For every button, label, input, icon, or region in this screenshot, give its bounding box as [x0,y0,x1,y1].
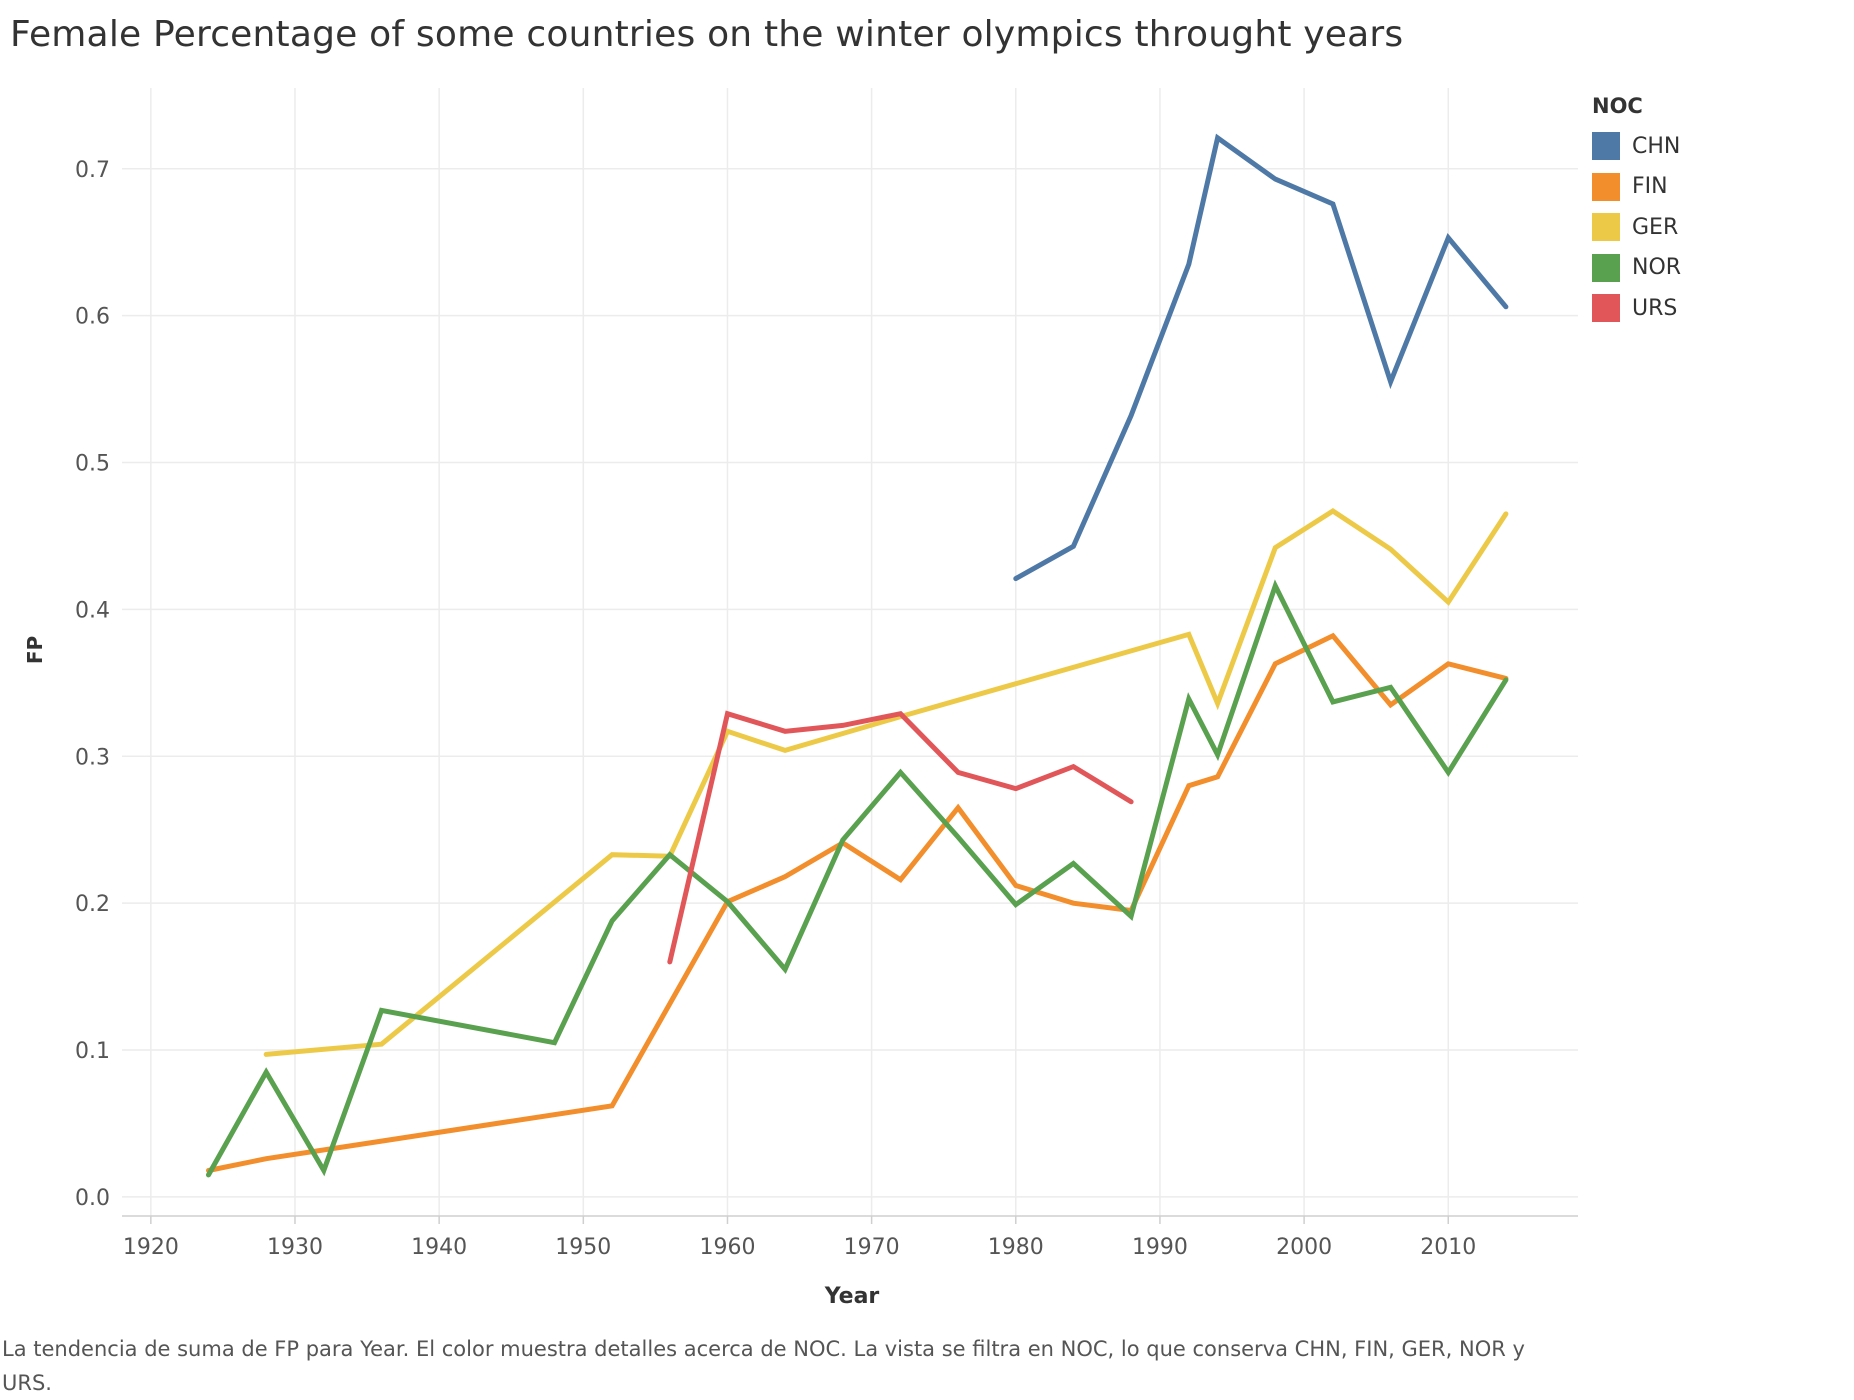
series-line-urs [667,710,1134,965]
legend: NOC CHN FIN GER NOR URS [1592,92,1681,329]
legend-title: NOC [1592,94,1643,118]
chart-caption: La tendencia de suma de FP para Year. El… [2,1337,1525,1395]
y-tick-label: 0.3 [75,745,110,770]
y-tick-label: 0.1 [75,1039,110,1064]
y-tick-label: 0.6 [75,305,110,330]
line-chart: 0.0 0.1 0.2 0.3 0.4 0.5 0.6 0.7 1920 1930 1940 195… [23,88,1578,1309]
chart-title: Female Percentage of some countries on t… [10,14,1404,55]
grid-lines [122,88,1578,1216]
x-tick-labels: 1920 1930 1940 1950 1960 1970 1980 1990 2000 2010 [123,1216,1476,1260]
series-line-ger [263,508,1509,1057]
legend-swatch [1592,213,1620,242]
series-line-fin [206,632,1509,1173]
legend-item-fin[interactable]: FIN [1592,167,1681,208]
y-tick-label: 0.0 [75,1186,110,1211]
series-lines [206,133,1509,1178]
legend-items: CHN FIN GER NOR URS [1592,126,1681,329]
series-line-nor [206,579,1509,1178]
legend-label: NOR [1632,255,1682,281]
x-tick-label: 1970 [844,1235,900,1260]
legend-label: CHN [1632,133,1681,159]
x-tick-label: 1940 [411,1235,467,1260]
y-tick-labels: 0.0 0.1 0.2 0.3 0.4 0.5 0.6 0.7 [75,158,110,1211]
x-tick-label: 1950 [555,1235,611,1260]
legend-item-nor[interactable]: NOR [1592,248,1681,289]
series-line-chn [1013,133,1509,582]
y-tick-label: 0.2 [75,892,110,917]
y-tick-label: 0.7 [75,158,110,183]
legend-swatch [1592,253,1620,282]
legend-item-urs[interactable]: URS [1592,288,1681,329]
legend-label: FIN [1632,174,1668,200]
legend-item-ger[interactable]: GER [1592,207,1681,248]
legend-swatch [1592,172,1620,201]
y-axis-label: FP [23,636,47,664]
legend-label: GER [1632,214,1679,240]
legend-label: URS [1632,295,1678,321]
legend-swatch [1592,132,1620,161]
x-tick-label: 1920 [123,1235,179,1260]
y-tick-label: 0.4 [75,598,110,623]
x-tick-label: 2010 [1420,1235,1476,1260]
legend-item-chn[interactable]: CHN [1592,126,1681,167]
y-tick-label: 0.5 [75,452,110,477]
x-tick-label: 1960 [699,1235,755,1260]
x-axis-label: Year [824,1284,880,1309]
x-tick-label: 1980 [988,1235,1044,1260]
x-tick-label: 1990 [1132,1235,1188,1260]
x-tick-label: 2000 [1276,1235,1332,1260]
legend-swatch [1592,294,1620,323]
x-tick-label: 1930 [267,1235,323,1260]
